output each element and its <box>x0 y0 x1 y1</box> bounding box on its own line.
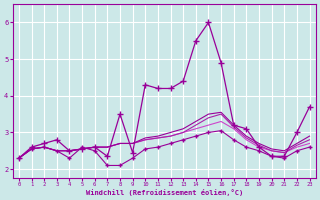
X-axis label: Windchill (Refroidissement éolien,°C): Windchill (Refroidissement éolien,°C) <box>85 189 243 196</box>
